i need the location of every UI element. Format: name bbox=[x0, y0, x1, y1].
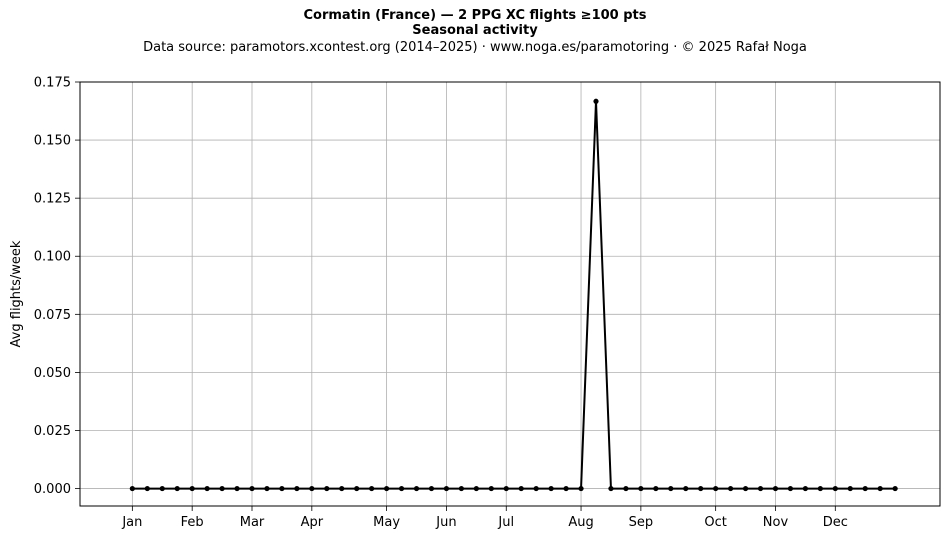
data-point bbox=[354, 485, 360, 492]
chart-title: Cormatin (France) — 2 PPG XC flights ≥10… bbox=[303, 8, 647, 23]
x-tick-label: Oct bbox=[704, 515, 726, 530]
y-tick-label: 0.100 bbox=[34, 250, 71, 265]
data-point bbox=[473, 485, 479, 492]
series-line bbox=[132, 100, 896, 490]
ticks: Jan Feb Mar Apr May Jun Jul Aug Sep Oct Nov Dec 0.00… bbox=[34, 76, 848, 531]
data-point bbox=[757, 485, 764, 492]
data-point bbox=[369, 485, 375, 492]
x-tick-label: Feb bbox=[181, 515, 204, 530]
data-point bbox=[683, 485, 689, 492]
data-point bbox=[129, 485, 135, 492]
grid bbox=[80, 81, 940, 506]
data-point bbox=[264, 485, 270, 492]
data-point bbox=[772, 485, 779, 492]
y-tick-label: 0.150 bbox=[34, 134, 71, 149]
x-tick-label: Sep bbox=[629, 515, 654, 530]
data-layer bbox=[129, 98, 898, 492]
data-point bbox=[309, 485, 315, 492]
data-point bbox=[713, 485, 719, 492]
data-point bbox=[847, 485, 853, 492]
data-point bbox=[578, 485, 584, 492]
data-point bbox=[279, 485, 285, 492]
plot-frame bbox=[79, 81, 941, 507]
data-point bbox=[892, 485, 898, 492]
data-point bbox=[249, 485, 255, 492]
data-point bbox=[698, 485, 704, 492]
data-point bbox=[563, 485, 569, 492]
data-point bbox=[787, 485, 794, 492]
data-point bbox=[518, 485, 524, 492]
x-tick-label: Jun bbox=[435, 515, 456, 530]
x-tick-label: Apr bbox=[301, 515, 324, 530]
data-point bbox=[189, 485, 195, 492]
data-point bbox=[533, 485, 539, 492]
data-point bbox=[503, 485, 509, 492]
data-point bbox=[443, 485, 450, 492]
chart-subtitle: Seasonal activity bbox=[412, 23, 538, 38]
data-point bbox=[488, 485, 494, 492]
data-point bbox=[458, 485, 464, 492]
y-tick-label: 0.075 bbox=[34, 308, 71, 323]
y-tick-label: 0.175 bbox=[34, 76, 71, 91]
data-point bbox=[742, 485, 749, 492]
data-point bbox=[877, 485, 883, 492]
data-point bbox=[668, 485, 674, 492]
x-tick-label: May bbox=[373, 515, 400, 530]
x-tick-label: Mar bbox=[240, 515, 265, 530]
data-point bbox=[324, 485, 330, 492]
data-point bbox=[174, 485, 180, 492]
data-point bbox=[728, 485, 734, 492]
y-tick-label: 0.050 bbox=[34, 366, 71, 381]
data-point bbox=[832, 485, 838, 492]
x-tick-label: Jan bbox=[121, 515, 142, 530]
data-point bbox=[817, 485, 823, 492]
data-point bbox=[144, 485, 150, 492]
x-tick-label: Aug bbox=[568, 515, 593, 530]
data-point bbox=[339, 485, 345, 492]
y-axis-label: Avg flights/week bbox=[9, 240, 24, 347]
data-point bbox=[653, 485, 659, 492]
data-point bbox=[384, 485, 390, 492]
chart-title-block: Cormatin (France) — 2 PPG XC flights ≥10… bbox=[0, 8, 950, 58]
data-point bbox=[638, 485, 644, 492]
x-tick-label: Dec bbox=[823, 515, 848, 530]
data-point bbox=[234, 485, 240, 492]
data-point bbox=[413, 485, 420, 492]
data-point bbox=[159, 485, 165, 492]
x-tick-label: Nov bbox=[763, 515, 789, 530]
data-point bbox=[398, 485, 405, 492]
data-point bbox=[802, 485, 808, 492]
data-point bbox=[204, 485, 210, 492]
y-tick-label: 0.025 bbox=[34, 424, 71, 439]
x-tick-label: Jul bbox=[497, 515, 514, 530]
chart-source-note: Data source: paramotors.xcontest.org (20… bbox=[143, 40, 807, 55]
data-point bbox=[862, 485, 868, 492]
data-point bbox=[608, 485, 614, 492]
data-point bbox=[219, 485, 225, 492]
data-point bbox=[428, 485, 435, 492]
data-point bbox=[548, 485, 554, 492]
y-tick-label: 0.000 bbox=[34, 482, 71, 497]
y-tick-label: 0.125 bbox=[34, 192, 71, 207]
data-point bbox=[294, 485, 300, 492]
data-point bbox=[623, 485, 629, 492]
data-point bbox=[593, 98, 599, 104]
